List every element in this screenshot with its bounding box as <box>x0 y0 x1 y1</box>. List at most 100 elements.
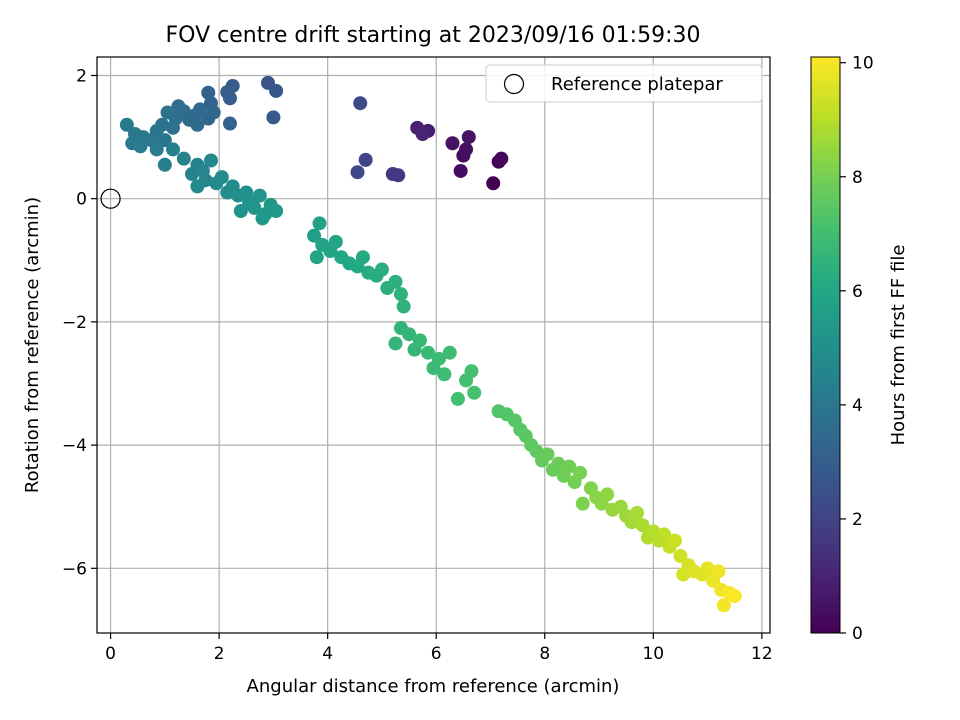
data-point <box>149 142 164 157</box>
data-point <box>203 153 218 168</box>
data-point <box>459 142 474 157</box>
data-point <box>222 91 237 106</box>
data-point <box>486 176 501 191</box>
data-point <box>355 250 370 265</box>
data-point <box>442 345 457 360</box>
data-point <box>461 130 476 145</box>
x-tick-label: 8 <box>539 644 550 664</box>
colorbar-tick-label: 10 <box>852 54 874 74</box>
data-point <box>464 364 479 379</box>
y-tick-label: −6 <box>62 559 87 579</box>
data-point <box>201 111 216 126</box>
data-point <box>214 170 229 185</box>
data-point <box>415 127 430 142</box>
data-point <box>657 527 672 542</box>
data-point <box>437 367 452 382</box>
data-point <box>431 351 446 366</box>
colorbar: 0 2 4 6 8 10 Hours from first FF file <box>810 54 909 644</box>
data-point <box>309 250 324 265</box>
data-point <box>328 234 343 249</box>
x-axis-label: Angular distance from reference (arcmin) <box>247 676 620 697</box>
colorbar-tick-label: 2 <box>852 510 863 530</box>
colorbar-tick-label: 6 <box>852 282 863 302</box>
legend: Reference platepar <box>485 64 763 103</box>
colorbar-gradient <box>810 56 841 634</box>
data-point <box>307 228 322 243</box>
y-axis-label: Rotation from reference (arcmin) <box>22 197 43 493</box>
data-point <box>353 96 368 111</box>
data-point <box>421 345 436 360</box>
data-point <box>247 200 262 215</box>
data-point <box>233 204 248 219</box>
colorbar-ticks: 0 2 4 6 8 10 <box>840 54 874 644</box>
data-point <box>252 188 267 203</box>
y-axis-ticks: 2 0 −2 −4 −6 <box>62 66 97 579</box>
x-tick-label: 6 <box>431 644 442 664</box>
data-point <box>494 151 509 166</box>
data-point <box>388 336 403 351</box>
legend-box <box>485 64 763 103</box>
data-point <box>119 117 134 132</box>
data-point <box>176 151 191 166</box>
data-point <box>551 456 566 471</box>
chart-title: FOV centre drift starting at 2023/09/16 … <box>166 23 701 48</box>
legend-label: Reference platepar <box>551 74 723 95</box>
data-point <box>358 152 373 167</box>
plot-frame <box>96 56 771 634</box>
data-point <box>711 564 726 579</box>
data-point <box>630 505 645 520</box>
data-point <box>222 116 237 131</box>
colorbar-tick-label: 0 <box>852 624 863 644</box>
data-point <box>385 167 400 182</box>
data-point <box>668 533 683 548</box>
data-point <box>635 518 650 533</box>
x-tick-label: 2 <box>214 644 225 664</box>
data-point <box>445 136 460 151</box>
colorbar-label: Hours from first FF file <box>888 245 909 446</box>
data-point <box>157 157 172 172</box>
data-point <box>716 598 731 613</box>
data-point <box>575 496 590 511</box>
data-point <box>269 83 284 98</box>
data-point <box>600 487 615 502</box>
data-point <box>540 447 555 462</box>
data-points <box>119 75 742 613</box>
data-point <box>350 165 365 180</box>
data-point <box>673 548 688 563</box>
grid-lines <box>97 57 770 633</box>
y-tick-label: −2 <box>62 313 87 333</box>
data-point <box>171 99 186 114</box>
data-point <box>165 120 180 135</box>
reference-platepar-marker <box>100 188 121 209</box>
data-point <box>160 105 175 120</box>
x-tick-label: 4 <box>322 644 333 664</box>
data-point <box>453 163 468 178</box>
legend-reference-marker <box>503 73 525 95</box>
x-tick-label: 10 <box>642 644 664 664</box>
data-point <box>374 262 389 277</box>
x-tick-label: 12 <box>751 644 773 664</box>
data-point <box>727 589 742 604</box>
data-point <box>700 561 715 576</box>
data-point <box>573 465 588 480</box>
data-point <box>562 459 577 474</box>
data-point <box>266 110 281 125</box>
data-point <box>412 333 427 348</box>
data-point <box>157 133 172 148</box>
x-axis-ticks: 0 2 4 6 8 10 12 <box>105 633 773 664</box>
y-tick-label: 0 <box>76 190 87 210</box>
data-point <box>165 142 180 157</box>
colorbar-tick-label: 4 <box>852 396 863 416</box>
data-point <box>312 216 327 231</box>
data-point <box>467 385 482 400</box>
data-point <box>450 391 465 406</box>
data-point <box>201 85 216 100</box>
y-tick-label: −4 <box>62 436 87 456</box>
data-point <box>393 287 408 302</box>
y-tick-label: 2 <box>76 66 87 86</box>
data-point <box>133 139 148 154</box>
data-point <box>402 327 417 342</box>
data-point <box>255 211 270 226</box>
data-point <box>388 274 403 289</box>
